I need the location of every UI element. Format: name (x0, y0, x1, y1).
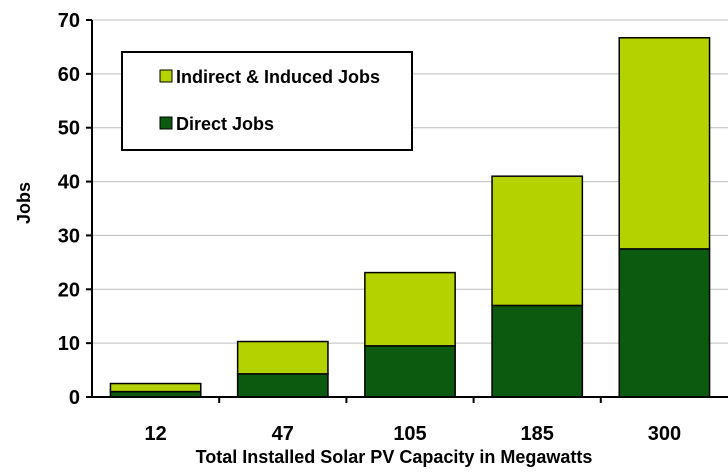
bar-indirect-185 (491, 175, 584, 307)
x-tick-label-47: 47 (272, 423, 294, 445)
legend-label-direct: Direct Jobs (176, 114, 274, 134)
bar-direct-47 (236, 373, 329, 398)
legend: Indirect & Induced Jobs Direct Jobs (121, 51, 413, 151)
bar-indirect-12 (109, 382, 202, 393)
bar-direct-105 (364, 345, 456, 398)
bars (109, 37, 711, 398)
legend-swatch-indirect (159, 69, 173, 83)
y-tick-label-10: 10 (58, 333, 80, 355)
bar-indirect-47 (236, 340, 329, 375)
y-tick-label-30: 30 (58, 225, 80, 247)
legend-box (121, 51, 413, 151)
y-axis-label: Jobs (14, 182, 34, 224)
x-tick-label-12: 12 (144, 423, 166, 445)
y-tick-label-40: 40 (58, 172, 80, 194)
legend-label-indirect: Indirect & Induced Jobs (176, 67, 380, 87)
y-tick-label-60: 60 (58, 64, 80, 86)
bar-direct-300 (618, 248, 711, 398)
y-tick-labels: 0 10 20 30 40 50 60 70 (58, 10, 80, 409)
bar-direct-185 (491, 304, 584, 398)
y-tick-label-0: 0 (69, 387, 80, 409)
bar-indirect-105 (364, 271, 456, 347)
legend-swatch-direct (159, 116, 173, 130)
x-axis-label: Total Installed Solar PV Capacity in Meg… (196, 447, 593, 467)
y-tick-label-70: 70 (58, 10, 80, 32)
x-tick-label-185: 185 (521, 423, 554, 445)
x-tick-label-105: 105 (393, 423, 426, 445)
y-tick-label-20: 20 (58, 279, 80, 301)
x-tick-labels: 12 47 105 185 300 (144, 423, 681, 445)
x-tick-label-300: 300 (648, 423, 681, 445)
axes (86, 19, 728, 403)
bar-indirect-300 (618, 37, 711, 250)
y-tick-label-50: 50 (58, 118, 80, 140)
